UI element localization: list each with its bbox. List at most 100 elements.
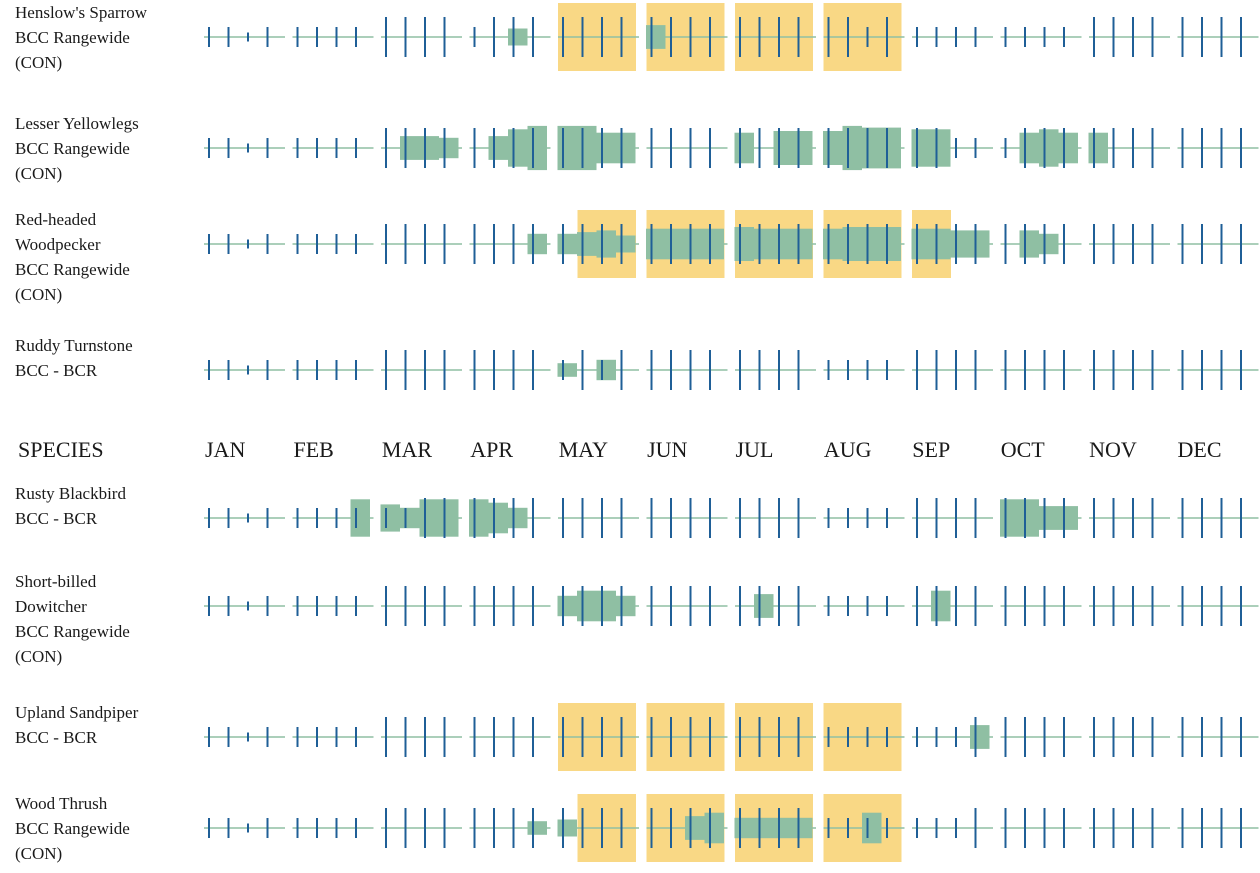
presence-bar [596, 230, 616, 258]
presence-bar [842, 125, 862, 171]
presence-bar [439, 137, 459, 159]
presence-bar [557, 363, 577, 377]
species-label: Wood Thrush BCC Rangewide (CON) [15, 794, 130, 863]
presence-bar [557, 233, 577, 255]
presence-bar [862, 127, 882, 169]
species-label: Short-billed Dowitcher BCC Rangewide (CO… [15, 572, 130, 666]
species-label: Rusty Blackbird BCC - BCR [15, 484, 126, 528]
presence-bar [970, 725, 990, 749]
presence-bar [596, 132, 616, 164]
presence-bar [881, 127, 901, 169]
presence-bar [596, 590, 616, 622]
month-header-feb: FEB [293, 437, 334, 462]
species-label: Red-headed Woodpecker BCC Rangewide (CON… [15, 210, 130, 304]
presence-bar [862, 812, 882, 844]
presence-bar [1019, 230, 1039, 258]
month-header-jan: JAN [205, 437, 246, 462]
species-label: Henslow's Sparrow BCC Rangewide (CON) [15, 3, 147, 72]
presence-bar [881, 227, 901, 261]
presence-bar [508, 28, 528, 46]
presence-bar [557, 819, 577, 837]
month-header-mar: MAR [381, 437, 433, 462]
species-row [204, 703, 1259, 771]
presence-bar [1019, 499, 1039, 537]
presence-bar [734, 817, 754, 839]
presence-bar [931, 129, 951, 167]
species-label: Upland Sandpiper BCC - BCR [15, 703, 139, 747]
presence-bar [704, 812, 724, 844]
presence-bar [911, 228, 931, 260]
species-row [204, 498, 1259, 538]
presence-bar [527, 233, 547, 255]
species-row [204, 3, 1259, 71]
presence-bar [754, 817, 774, 839]
month-header-nov: NOV [1089, 437, 1137, 462]
presence-bar [754, 228, 774, 260]
presence-bar [646, 25, 666, 49]
presence-bar [734, 132, 754, 164]
species-row [204, 794, 1259, 862]
presence-bar [773, 228, 793, 260]
presence-bar [734, 227, 754, 261]
presence-bar [488, 136, 508, 160]
presence-bar [970, 230, 990, 258]
presence-bar [665, 228, 685, 260]
species-label: Lesser Yellowlegs BCC Rangewide (CON) [15, 114, 139, 183]
presence-bar [823, 228, 843, 260]
presence-bar [773, 131, 793, 165]
presence-bar [527, 821, 547, 835]
species-column-header: SPECIES [18, 437, 104, 462]
presence-bar [577, 125, 597, 171]
presence-bar [557, 125, 577, 171]
presence-bar [400, 507, 420, 529]
presence-bar [577, 590, 597, 622]
presence-bar [1088, 132, 1108, 164]
month-header-aug: AUG [823, 437, 872, 462]
month-header-jul: JUL [735, 437, 774, 462]
presence-bar [596, 359, 616, 381]
presence-bar [616, 132, 636, 164]
presence-bar [1039, 233, 1059, 255]
species-row [204, 350, 1259, 390]
month-header-may: MAY [558, 437, 609, 462]
presence-bar [616, 235, 636, 253]
presence-bar [380, 504, 400, 532]
presence-bar [950, 230, 970, 258]
presence-bar [616, 595, 636, 617]
presence-bar [823, 131, 843, 165]
month-header-dec: DEC [1177, 437, 1222, 462]
presence-bar [557, 595, 577, 617]
presence-bar [931, 590, 951, 622]
presence-bar [754, 594, 774, 618]
presence-bar [400, 136, 420, 160]
presence-bar [350, 499, 370, 537]
presence-bar [911, 129, 931, 167]
presence-bar [1058, 506, 1078, 530]
month-header-sep: SEP [912, 437, 951, 462]
presence-bar [508, 129, 528, 167]
presence-bar [419, 136, 439, 160]
presence-bar [931, 228, 951, 260]
presence-bar [685, 228, 705, 260]
presence-bar [439, 499, 459, 537]
month-header-oct: OCT [1000, 437, 1045, 462]
month-header-apr: APR [470, 437, 514, 462]
presence-bar [419, 499, 439, 537]
presence-bar [1058, 132, 1078, 164]
month-header-jun: JUN [647, 437, 688, 462]
presence-bar [793, 131, 813, 165]
presence-bar [842, 227, 862, 261]
presence-bar [508, 507, 528, 529]
presence-bar [793, 817, 813, 839]
presence-bar [862, 227, 882, 261]
presence-bar [646, 228, 666, 260]
presence-bar [773, 817, 793, 839]
presence-bar [527, 125, 547, 171]
presence-bar [1039, 129, 1059, 167]
presence-bar [469, 499, 489, 537]
presence-bar [1000, 499, 1020, 537]
species-row [204, 210, 1259, 278]
species-row [204, 586, 1259, 626]
presence-bar [488, 502, 508, 534]
